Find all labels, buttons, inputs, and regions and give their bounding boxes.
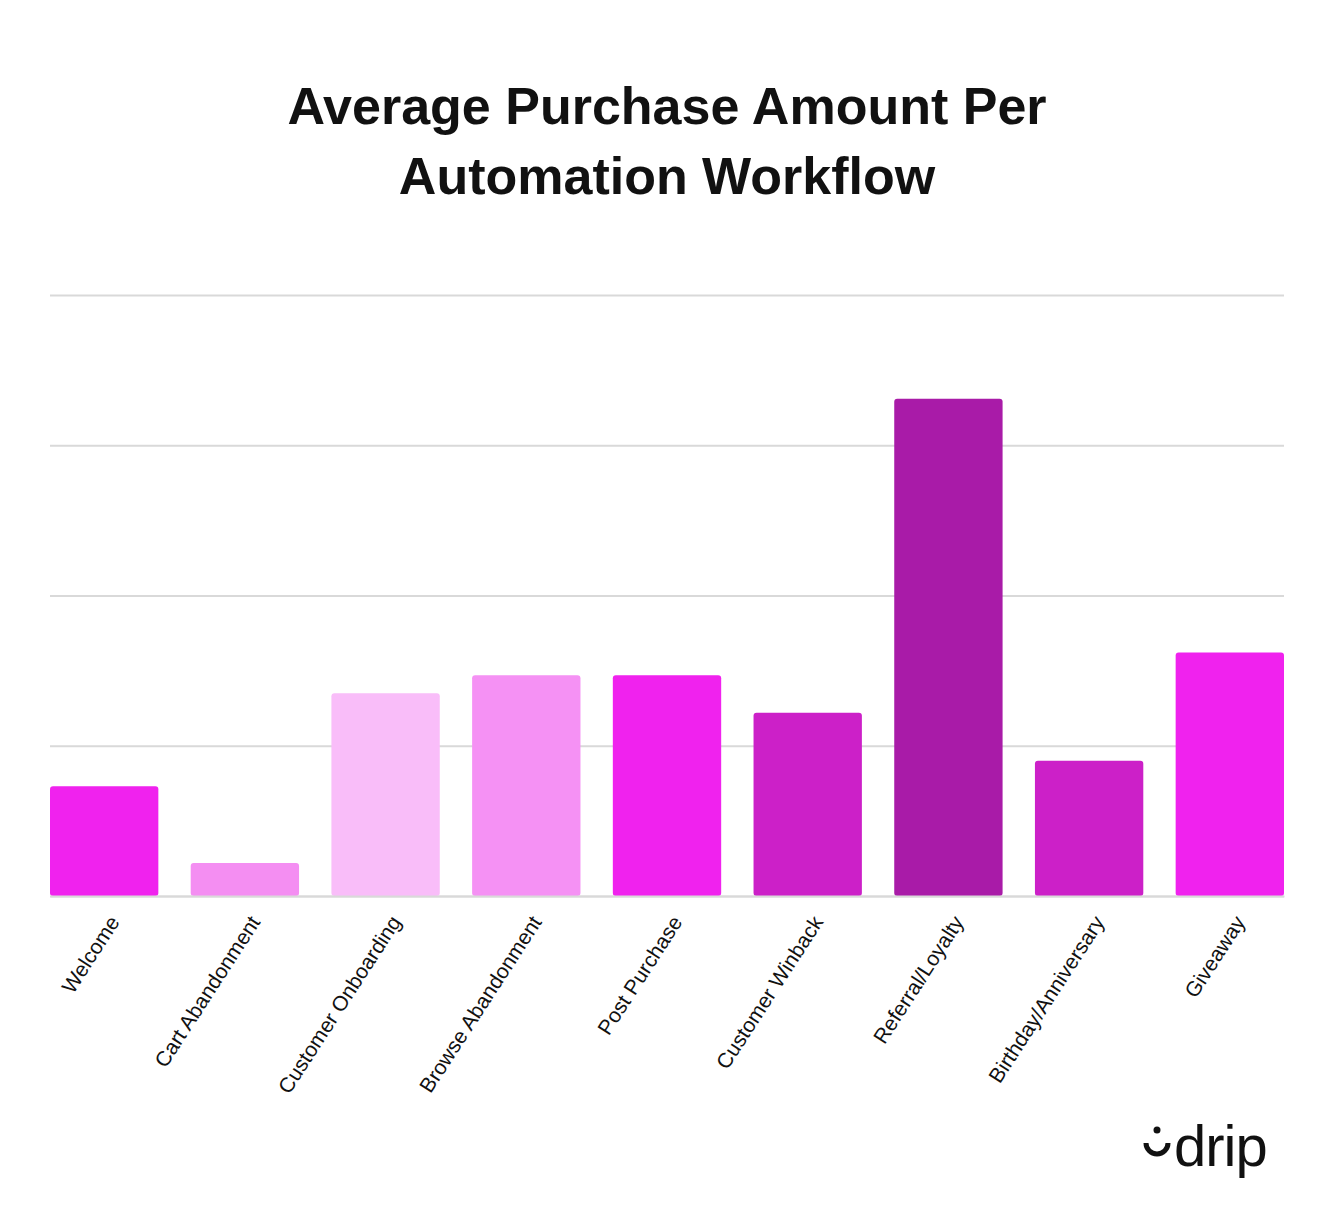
x-tick: Referral/Loyalty — [869, 896, 969, 1048]
x-tick-label: Customer Onboarding — [273, 912, 405, 1098]
x-tick: Giveaway — [1180, 896, 1250, 1002]
logo-text: drip — [1174, 1113, 1267, 1178]
plot: Welcome Cart AbandonmentCustomer Onboardi… — [50, 296, 1285, 1098]
logo-icon — [1146, 1143, 1168, 1154]
x-tick-label: Welcome — [57, 912, 124, 998]
x-tick-label: Birthday/Anniversary — [984, 911, 1109, 1086]
x-axis: Welcome Cart AbandonmentCustomer Onboardi… — [51, 896, 1285, 1097]
bar — [472, 675, 580, 896]
grid-line — [50, 595, 1284, 597]
bar — [613, 675, 721, 896]
bar — [754, 713, 862, 896]
x-tick-label: Giveaway — [1180, 911, 1250, 1001]
bar — [50, 786, 158, 896]
bar — [894, 399, 1002, 896]
y-tick — [50, 445, 1284, 446]
y-tick — [50, 596, 1284, 597]
x-tick-label: Browse Abandonment — [415, 912, 546, 1097]
bar — [191, 863, 299, 896]
bar — [1176, 653, 1284, 896]
grid-line — [50, 295, 1284, 297]
title-line: Automation Workflow — [399, 147, 936, 205]
bar — [331, 693, 439, 896]
y-tick — [50, 896, 1284, 897]
logo-icon — [1154, 1127, 1161, 1134]
x-tick: Birthday/Anniversary — [984, 896, 1109, 1087]
x-tick: Cart Abandonment — [150, 896, 265, 1071]
logo: drip — [1146, 1113, 1267, 1178]
x-tick: Customer Onboarding — [273, 896, 405, 1097]
bar — [1035, 761, 1143, 896]
title-line: Average Purchase Amount Per — [287, 77, 1046, 135]
x-tick-label: Cart Abandonment — [150, 912, 265, 1072]
bars — [50, 399, 1284, 896]
grid-line — [50, 896, 1284, 898]
x-tick-label: Referral/Loyalty — [869, 911, 969, 1047]
grid-line — [50, 445, 1284, 447]
x-tick: Post Purchase — [593, 896, 687, 1039]
chart: Average Purchase Amount Per Automation Wo… — [0, 0, 1334, 1214]
title: Average Purchase Amount Per Automation Wo… — [287, 77, 1046, 205]
x-tick-label: Post Purchase — [593, 912, 687, 1039]
x-tick: Browse Abandonment — [415, 896, 546, 1097]
axis-line — [51, 896, 1285, 898]
y-tick — [50, 295, 1284, 296]
x-tick: Customer Winback — [711, 896, 827, 1073]
x-tick-label: Customer Winback — [711, 911, 827, 1073]
x-tick: Welcome — [57, 896, 124, 997]
y-axis — [50, 296, 1284, 897]
